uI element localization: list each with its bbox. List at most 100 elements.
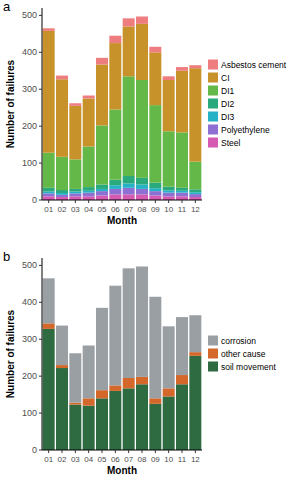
x-tick-label: 05 [98,455,107,464]
y-tick [39,15,42,16]
legend-swatch [208,73,218,83]
x-tick [128,450,129,453]
bar [123,18,135,26]
bar [189,65,201,68]
x-tick-label: 12 [191,455,200,464]
bar [176,191,188,193]
x-tick [195,200,196,203]
bar [43,323,55,329]
y-tick-label: 300 [22,334,37,344]
bar [149,188,161,191]
panel-label: b [3,249,10,264]
y-axis-line [42,8,43,200]
x-tick [62,450,63,453]
x-tick-label: 05 [98,205,107,214]
y-tick [39,302,42,303]
x-axis-title: Month [107,215,137,226]
legend-label: DI3 [221,112,235,122]
bar [149,47,161,53]
bar [69,189,81,192]
bar [83,191,95,193]
legend-label: corrosion [221,336,256,346]
bar [123,188,135,195]
bar [163,80,175,131]
bar [136,266,148,376]
x-tick [128,200,129,203]
x-tick [88,450,89,453]
bar [136,194,148,200]
bar [136,189,148,195]
bar [163,190,175,192]
panel-label: a [3,0,11,14]
x-tick [102,450,103,453]
bar [123,268,135,378]
bar [56,76,68,80]
bar [176,196,188,200]
bar [189,162,201,190]
y-tick [39,126,42,127]
bar [96,64,108,125]
legend-label: Asbestos cement [221,60,287,70]
x-tick-label: 09 [151,455,160,464]
bar [56,365,68,368]
bar [96,189,108,191]
bar [56,157,68,190]
x-tick [195,450,196,453]
x-tick [168,200,169,203]
y-tick-label: 300 [22,84,37,94]
bar [149,297,161,399]
bar [136,184,148,188]
x-axis-title: Month [107,465,137,476]
bar [176,132,188,187]
bar [56,193,68,195]
bar [69,403,81,405]
bar [123,378,135,388]
legend-label: DI1 [221,86,235,96]
legend-swatch [208,99,218,109]
bar [163,396,175,450]
bar [96,390,108,398]
y-tick [39,89,42,90]
bar [136,80,148,178]
y-axis-title: Number of failures [5,59,16,148]
bar [163,196,175,200]
bar [109,110,121,180]
bar [56,79,68,157]
x-tick [102,200,103,203]
y-tick [39,163,42,164]
x-tick-label: 12 [191,205,200,214]
bar [43,193,55,196]
legend-swatch [208,336,218,346]
bar [69,192,81,194]
legend-swatch [208,125,218,135]
bar [136,377,148,384]
bar [176,71,188,133]
bar [109,43,121,109]
bar [69,405,81,450]
y-tick [39,52,42,53]
x-tick-label: 01 [44,205,53,214]
legend-swatch [208,138,218,148]
x-tick-label: 03 [71,205,80,214]
x-tick [48,450,49,453]
bar [43,31,55,153]
bar [123,183,135,187]
x-tick-label: 07 [124,205,133,214]
bar [56,190,68,193]
y-tick [39,450,42,451]
bar [83,193,95,197]
x-tick [168,450,169,453]
legend-label: CI [221,73,230,83]
bar [163,388,175,396]
legend-label: soil movement [221,362,276,372]
bar [189,68,201,161]
bar [189,194,201,197]
x-tick [182,200,183,203]
bar [123,26,135,76]
bar [83,196,95,200]
bar [163,193,175,197]
panel: b010020030040050001020304050607080910111… [3,249,276,476]
y-tick-label: 200 [22,121,37,131]
bar [136,384,148,450]
y-tick [39,413,42,414]
